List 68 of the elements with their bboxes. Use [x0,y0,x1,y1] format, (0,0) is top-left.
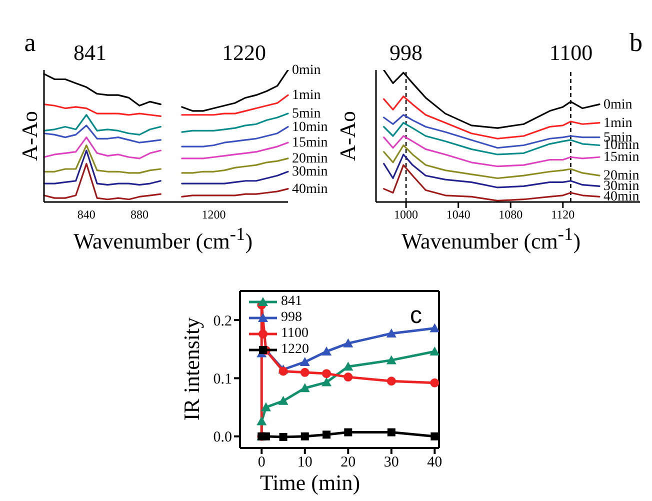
series-label: 15min [603,150,640,166]
series-label: 30min [292,164,328,180]
annotation: c [410,302,422,330]
point [300,368,310,377]
point [386,328,396,338]
y-axis-title: A-Ao [335,110,361,162]
series-label: 15min [292,136,328,151]
x-tick-label: 10 [297,454,312,471]
point [322,369,332,378]
x-tick-label: 0 [258,454,266,471]
legend-label: 998 [281,310,302,326]
x-tick-label: 1200 [202,208,226,222]
x-axis-title: Time (min) [258,470,362,496]
legend-label: 1220 [281,342,309,358]
text: 998 [390,40,422,66]
series-label: 10min [292,120,328,135]
x-tick-label: 1120 [551,208,575,222]
x-axis-title: Wavenumber (cm$^{-1}$) [72,224,254,254]
point [322,430,331,439]
legend-label: 841 [281,294,302,310]
series-label: 20min [292,151,328,166]
x-tick-label: 1040 [446,208,470,222]
x-axis-title: Wavenumber (cm$^{-1}$) [400,224,582,254]
point [300,432,309,440]
legend-label: 1100 [281,326,308,342]
point [256,416,267,426]
x-tick-label: 40 [427,454,442,471]
point [344,372,353,382]
series-label: 5min [292,106,321,122]
point [279,432,288,441]
y-axis-title: IR intensity [179,317,205,421]
point [387,428,396,436]
series-label: 0min [292,63,321,78]
point [430,323,439,332]
point [430,432,439,440]
text: a [24,28,36,58]
series-label: 1min [292,88,321,104]
series-label: 0min [603,97,632,112]
x-tick-label: 20 [340,454,356,471]
text: b [630,28,642,58]
y-tick-label: 0.1 [213,372,232,388]
point [322,346,332,356]
point [343,338,354,348]
point [322,377,332,386]
x-tick-label: 1000 [394,208,418,222]
point [300,356,310,366]
x-tick-label: 30 [384,454,399,471]
x-tick-label: 1080 [498,208,523,222]
point [300,383,310,392]
series-label: 1min [603,116,632,131]
point [260,402,271,412]
point [344,428,352,436]
y-tick-label: 0.0 [213,430,232,446]
y-axis-title: A-Ao [17,110,43,162]
point [430,378,439,388]
x-tick-label: 880 [130,208,148,222]
point [343,362,354,371]
x-tick-label: 840 [77,208,96,222]
text: 1100 [549,40,593,66]
point [278,396,288,405]
point [386,355,396,364]
point [430,346,439,356]
y-tick-label: 0.2 [213,313,232,330]
text: 841 [74,40,106,66]
text: 1220 [222,40,266,66]
point [386,376,396,386]
series-label: 40min [292,182,328,197]
point [262,432,270,440]
